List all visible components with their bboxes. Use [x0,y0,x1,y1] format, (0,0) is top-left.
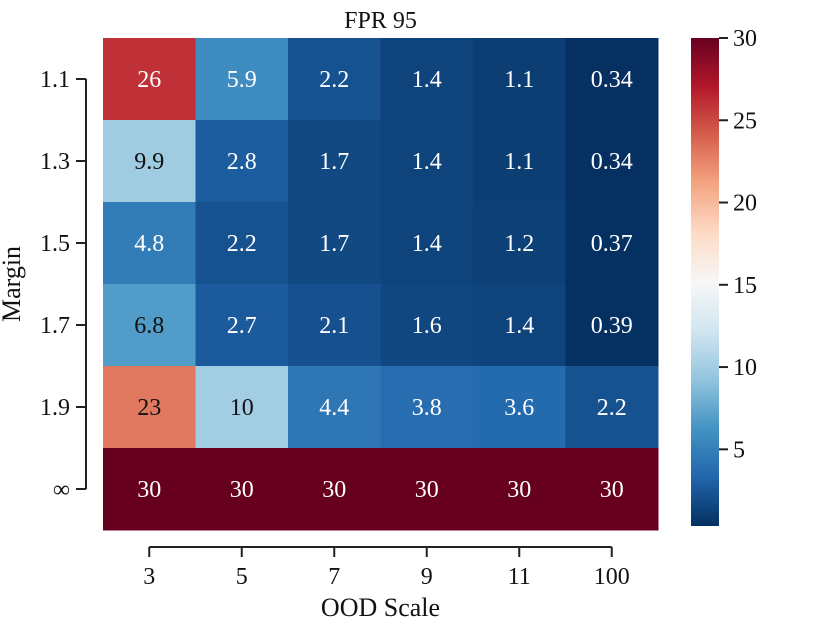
x-tick-label: 3 [143,564,155,590]
heatmap-cell [565,120,659,203]
heatmap-cell [103,120,196,203]
cell-value-label: 1.7 [319,231,349,257]
cell-value-label: 1.7 [319,149,349,175]
cell-value-label: 30 [137,477,161,503]
colorbar-tick-label: 30 [733,26,757,52]
cell-value-label: 1.4 [412,149,442,175]
y-tick-label: 1.9 [40,395,70,421]
heatmap-cell [103,366,196,449]
cell-value-label: 3.6 [504,395,534,421]
heatmap-cell [103,38,196,121]
cell-value-label: 3.8 [412,395,442,421]
y-tick-label: 1.3 [40,149,70,175]
cell-value-label: 30 [322,477,346,503]
heatmap-cell [565,202,659,285]
cell-value-label: 5.9 [227,67,257,93]
heatmap-cell [195,120,289,203]
heatmap-cell [473,38,566,121]
y-tick-label: ∞ [53,477,70,503]
cell-value-label: 30 [507,477,531,503]
heatmap-cell [473,448,566,531]
colorbar-ticks: 5 10 15 20 25 30 [719,26,757,463]
cell-value-label: 30 [415,477,439,503]
cell-value-label: 0.34 [591,149,633,175]
cell-value-label: 6.8 [134,313,164,339]
cell-value-label: 1.2 [504,231,534,257]
y-tick-label: 1.1 [40,67,70,93]
cell-value-label: 2.8 [227,149,257,175]
x-tick-label: 9 [421,564,433,590]
cell-value-label: 0.37 [591,231,633,257]
cell-value-label: 1.1 [504,149,534,175]
heatmap-cell [103,284,196,367]
heatmap-cell [473,202,566,285]
heatmap-cell [103,448,196,531]
cell-value-label: 23 [137,395,161,421]
colorbar [691,38,719,526]
cell-value-label: 2.2 [319,67,349,93]
heatmap-cell [288,284,381,367]
heatmap-cell [103,202,196,285]
heatmap-cell [195,202,289,285]
cell-value-label: 1.1 [504,67,534,93]
colorbar-tick-label: 25 [733,108,757,134]
heatmap-cell [288,120,381,203]
heatmap-cell [565,38,659,121]
heatmap-cell [288,38,381,121]
x-tick-label: 100 [594,564,630,590]
chart-title: FPR 95 [344,8,417,34]
cell-value-label: 1.4 [504,313,534,339]
heatmap-cell [380,120,474,203]
x-tick-label: 7 [328,564,340,590]
cell-value-label: 1.4 [412,67,442,93]
cell-value-label: 2.7 [227,313,257,339]
cell-value-label: 30 [230,477,254,503]
heatmap-cell [473,284,566,367]
cell-value-label: 2.1 [319,313,349,339]
heatmap-cell [565,284,659,367]
heatmap-cell [473,120,566,203]
heatmap-cell [195,38,289,121]
cell-value-label: 1.4 [412,231,442,257]
heatmap-cell [380,284,474,367]
heatmap-cell [380,448,474,531]
cell-value-label: 2.2 [227,231,257,257]
y-tick-label: 1.7 [40,313,70,339]
x-tick-label: 11 [508,564,531,590]
colorbar-tick-label: 10 [733,355,757,381]
heatmap-cell [288,202,381,285]
cell-value-label: 4.8 [134,231,164,257]
cell-value-label: 2.2 [597,395,627,421]
cell-value-label: 0.39 [591,313,633,339]
cell-value-label: 26 [137,67,161,93]
x-tick-label: 5 [236,564,248,590]
heatmap-cell [288,448,381,531]
colorbar-tick-label: 5 [733,437,745,463]
heatmap-cells: 26 5.9 2.2 1.4 1.1 0.34 9.9 2.8 1.7 1.4 1.1 0.34 4.8… [103,38,659,531]
cell-value-label: 9.9 [134,149,164,175]
cell-value-label: 30 [600,477,624,503]
cell-value-label: 1.6 [412,313,442,339]
heatmap-cell [473,366,566,449]
heatmap-cell [380,202,474,285]
x-axis-label: OOD Scale [321,593,440,622]
y-axis: 1.1 1.3 1.5 1.7 1.9 ∞ [40,67,87,503]
cell-value-label: 0.34 [591,67,633,93]
y-tick-label: 1.5 [40,231,70,257]
heatmap-cell [380,38,474,121]
y-axis-label: Margin [0,246,26,322]
heatmap-cell [195,284,289,367]
heatmap-cell [195,366,289,449]
heatmap-cell [195,448,289,531]
colorbar-tick-label: 20 [733,191,757,217]
heatmap-cell [565,366,659,449]
cell-value-label: 4.4 [319,395,349,421]
heatmap-cell [380,366,474,449]
colorbar-tick-label: 15 [733,273,757,299]
heatmap-cell [288,366,381,449]
cell-value-label: 10 [230,395,254,421]
heatmap-cell [565,448,659,531]
x-axis: 3 5 7 9 11 100 [143,546,630,590]
